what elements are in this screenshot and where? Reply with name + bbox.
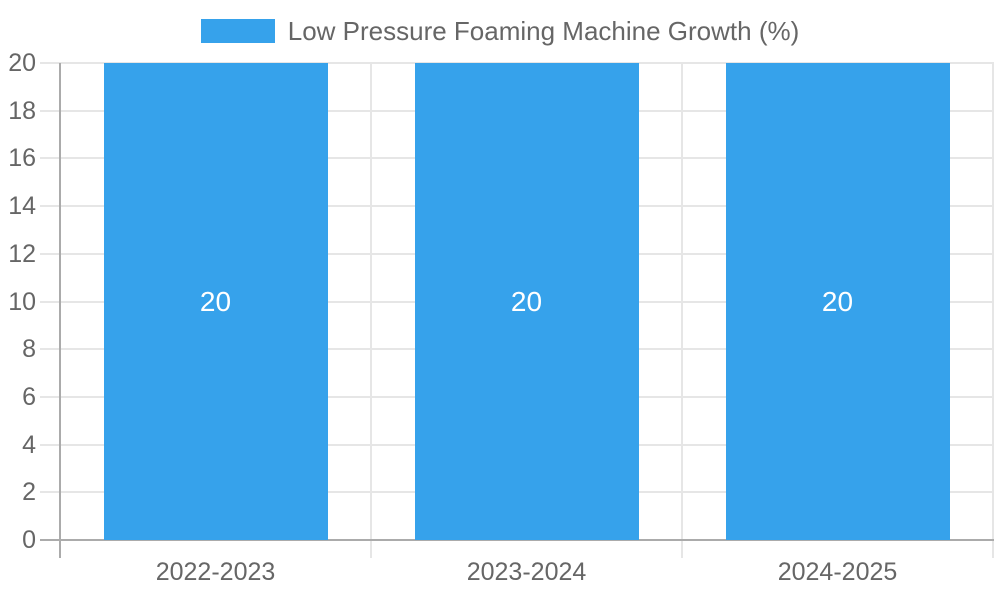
grid-line-vertical bbox=[370, 63, 372, 558]
y-tick-label: 12 bbox=[8, 239, 36, 268]
y-tick-label: 16 bbox=[8, 144, 36, 173]
bar[interactable]: 20 bbox=[103, 63, 328, 540]
bar-value-label: 20 bbox=[199, 285, 232, 317]
y-tick-label: 4 bbox=[22, 430, 36, 459]
legend-color-swatch-icon bbox=[200, 19, 275, 43]
bar[interactable]: 20 bbox=[414, 63, 639, 540]
x-category-label: 2024-2025 bbox=[777, 558, 898, 586]
grid-line-vertical bbox=[681, 63, 683, 558]
grid-line-vertical bbox=[992, 63, 994, 558]
legend-item[interactable]: Low Pressure Foaming Machine Growth (%) bbox=[0, 15, 1000, 46]
y-tick-label: 0 bbox=[22, 526, 36, 554]
y-tick-label: 14 bbox=[8, 192, 36, 221]
y-tick-label: 2 bbox=[22, 478, 36, 507]
y-tick-label: 18 bbox=[8, 96, 36, 125]
y-tick-label: 10 bbox=[8, 287, 36, 316]
y-axis-line bbox=[59, 63, 61, 558]
x-category-label: 2023-2024 bbox=[466, 558, 587, 586]
y-tick-label: 20 bbox=[8, 49, 36, 77]
bar-value-label: 20 bbox=[821, 285, 854, 317]
legend-label: Low Pressure Foaming Machine Growth (%) bbox=[287, 15, 800, 46]
y-tick-label: 6 bbox=[22, 382, 36, 411]
x-category-label: 2022-2023 bbox=[155, 558, 276, 586]
y-tick-label: 8 bbox=[22, 335, 36, 364]
bar[interactable]: 20 bbox=[725, 63, 950, 540]
bar-value-label: 20 bbox=[510, 285, 543, 317]
